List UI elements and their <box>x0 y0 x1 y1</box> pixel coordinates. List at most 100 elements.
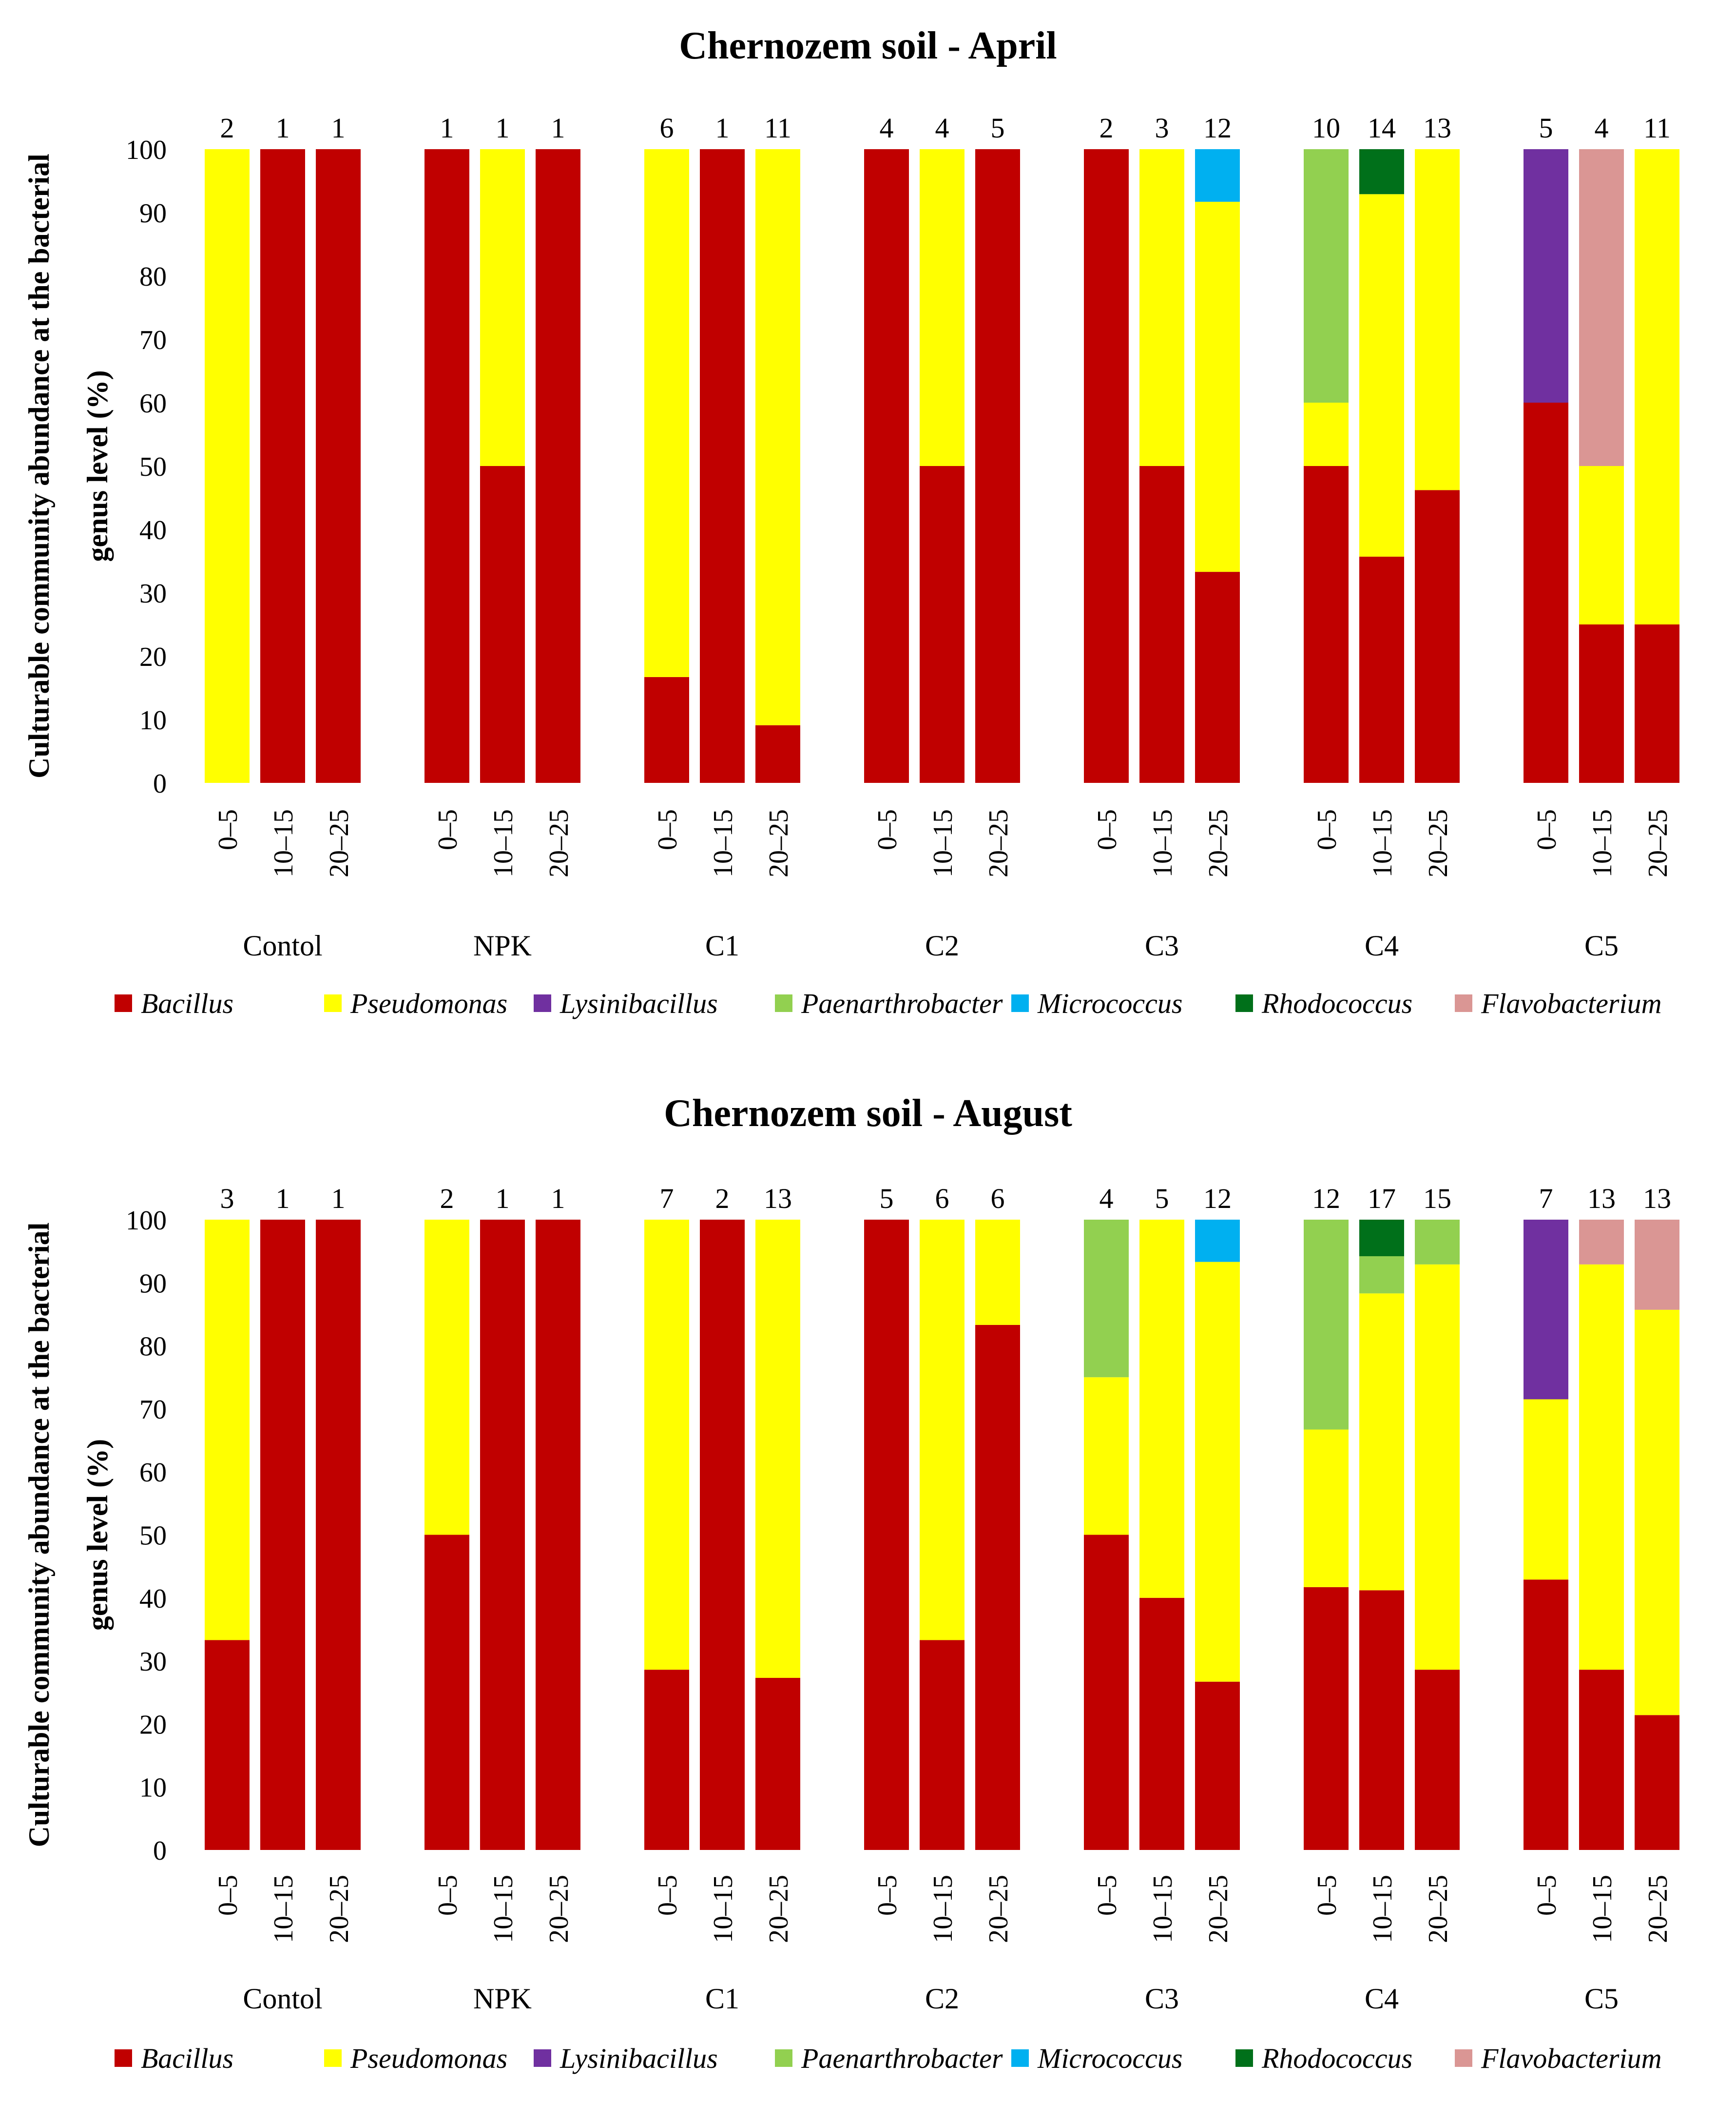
bar-segment-pseudomonas <box>1579 466 1624 624</box>
bar-segment-bacillus <box>316 1220 361 1850</box>
bar-count-label: 1 <box>715 112 730 144</box>
y-axis-label: genus level (%) <box>81 370 114 562</box>
x-tick-label: 20–25 <box>764 809 794 877</box>
bar-count-label: 13 <box>1643 1183 1671 1214</box>
y-tick-label: 90 <box>139 1268 167 1299</box>
bar-count-label: 13 <box>764 1183 792 1214</box>
bar-segment-bacillus <box>1524 1579 1568 1850</box>
bar-count-label: 4 <box>1595 112 1609 144</box>
bar-segment-pseudomonas <box>755 1220 800 1678</box>
legend-swatch-pseudomonas <box>324 994 342 1012</box>
y-tick-label: 30 <box>139 579 167 609</box>
legend-swatch-bacillus <box>115 994 132 1012</box>
group-label: C5 <box>1584 1983 1619 2015</box>
bar-count-label: 1 <box>496 1183 510 1214</box>
bar-segment-bacillus <box>1304 466 1349 783</box>
bar-segment-bacillus <box>864 1220 909 1850</box>
legend-label: Rhodococcus <box>1261 988 1412 1019</box>
bar-count-label: 7 <box>1539 1183 1553 1214</box>
bar-count-label: 13 <box>1423 112 1451 144</box>
bar-count-label: 7 <box>660 1183 674 1214</box>
group-label: Contol <box>243 930 322 962</box>
legend-label: Bacillus <box>141 2043 233 2074</box>
x-tick-label: 10–15 <box>1148 1875 1178 1943</box>
bar-segment-bacillus <box>864 149 909 783</box>
bar-segment-paenarthrobacter <box>1084 1220 1129 1378</box>
legend-label: Paenarthrobacter <box>801 988 1003 1019</box>
y-tick-label: 50 <box>139 1521 167 1551</box>
legend-swatch-micrococcus <box>1011 994 1029 1012</box>
bar-count-label: 1 <box>276 112 290 144</box>
legend-swatch-paenarthrobacter <box>775 2049 792 2067</box>
bar-segment-rhodococcus <box>1359 1220 1404 1256</box>
bar-segment-pseudomonas <box>1084 1377 1129 1535</box>
y-tick-label: 90 <box>139 198 167 229</box>
legend-label: Paenarthrobacter <box>801 2043 1003 2074</box>
y-tick-label: 80 <box>139 262 167 292</box>
bar-count-label: 11 <box>764 112 791 144</box>
y-tick-label: 0 <box>153 769 167 799</box>
legend: Bacillus Pseudomonas Lysinibacillus Paenart… <box>115 988 1661 1019</box>
y-tick-label: 100 <box>126 135 167 165</box>
legend-label: Flavobacterium <box>1481 2043 1661 2074</box>
group-label: C3 <box>1145 1983 1179 2015</box>
legend-label: Bacillus <box>141 988 233 1019</box>
bar-segment-bacillus <box>1139 1597 1184 1850</box>
y-tick-label: 30 <box>139 1647 167 1677</box>
group-label: C3 <box>1145 930 1179 962</box>
bar-segment-pseudomonas <box>1304 403 1349 466</box>
legend-label: Pseudomonas <box>350 988 507 1019</box>
bar-count-label: 12 <box>1203 112 1232 144</box>
x-tick-label: 0–5 <box>433 809 463 850</box>
bar-count-label: 11 <box>1643 112 1671 144</box>
x-tick-label: 0–5 <box>433 1875 463 1916</box>
x-tick-label: 10–15 <box>928 1875 958 1943</box>
bar-count-label: 10 <box>1312 112 1340 144</box>
bar-segment-bacillus <box>1084 1535 1129 1850</box>
bar-count-label: 2 <box>715 1183 730 1214</box>
bar-segment-bacillus <box>1195 1681 1240 1850</box>
bar-segment-bacillus <box>260 1220 305 1850</box>
chart-title: Chernozem soil - August <box>664 1092 1072 1135</box>
x-tick-label: 20–25 <box>1423 1875 1453 1943</box>
x-tick-label: 10–15 <box>708 809 738 877</box>
group-label: C1 <box>705 1983 739 2015</box>
legend-swatch-rhodococcus <box>1235 2049 1253 2067</box>
bar-segment-bacillus <box>1359 1590 1404 1850</box>
bar-segment-bacillus <box>644 1670 689 1850</box>
legend: Bacillus Pseudomonas Lysinibacillus Paenart… <box>115 2043 1661 2074</box>
april-chart: Chernozem soil - April Culturable communi… <box>23 24 1679 1019</box>
x-tick-label: 10–15 <box>269 1875 299 1943</box>
bar-segment-flavobacterium <box>1579 1220 1624 1264</box>
y-tick-label: 80 <box>139 1332 167 1362</box>
bar-segment-bacillus <box>1084 149 1129 783</box>
bar-segment-pseudomonas <box>644 149 689 677</box>
bar-segment-pseudomonas <box>1139 149 1184 466</box>
x-tick-label: 20–25 <box>984 809 1014 877</box>
bar-segment-pseudomonas <box>920 149 964 466</box>
bar-segment-bacillus <box>1524 403 1568 783</box>
bar-segment-bacillus <box>536 149 580 783</box>
bar-segment-paenarthrobacter <box>1304 1220 1349 1430</box>
bar-count-label: 4 <box>880 112 894 144</box>
bar-segment-pseudomonas <box>1635 1309 1679 1715</box>
legend-label: Lysinibacillus <box>559 988 718 1019</box>
legend-swatch-bacillus <box>115 2049 132 2067</box>
y-tick-label: 0 <box>153 1836 167 1866</box>
x-tick-label: 0–5 <box>872 1875 903 1916</box>
x-tick-label: 20–25 <box>984 1875 1014 1943</box>
x-tick-label: 10–15 <box>488 809 519 877</box>
bar-segment-bacillus <box>920 1640 964 1850</box>
x-tick-label: 10–15 <box>1368 809 1398 877</box>
bar-segment-bacillus <box>260 149 305 783</box>
legend-swatch-paenarthrobacter <box>775 994 792 1012</box>
x-tick-label: 0–5 <box>1532 809 1562 850</box>
bar-segment-pseudomonas <box>644 1220 689 1670</box>
bar-segment-bacillus <box>1359 556 1404 783</box>
bar-segment-bacillus <box>316 149 361 783</box>
bar-segment-pseudomonas <box>1415 149 1460 490</box>
bar-count-label: 6 <box>991 1183 1005 1214</box>
bar-count-label: 1 <box>331 1183 346 1214</box>
legend-label: Pseudomonas <box>350 2043 507 2074</box>
